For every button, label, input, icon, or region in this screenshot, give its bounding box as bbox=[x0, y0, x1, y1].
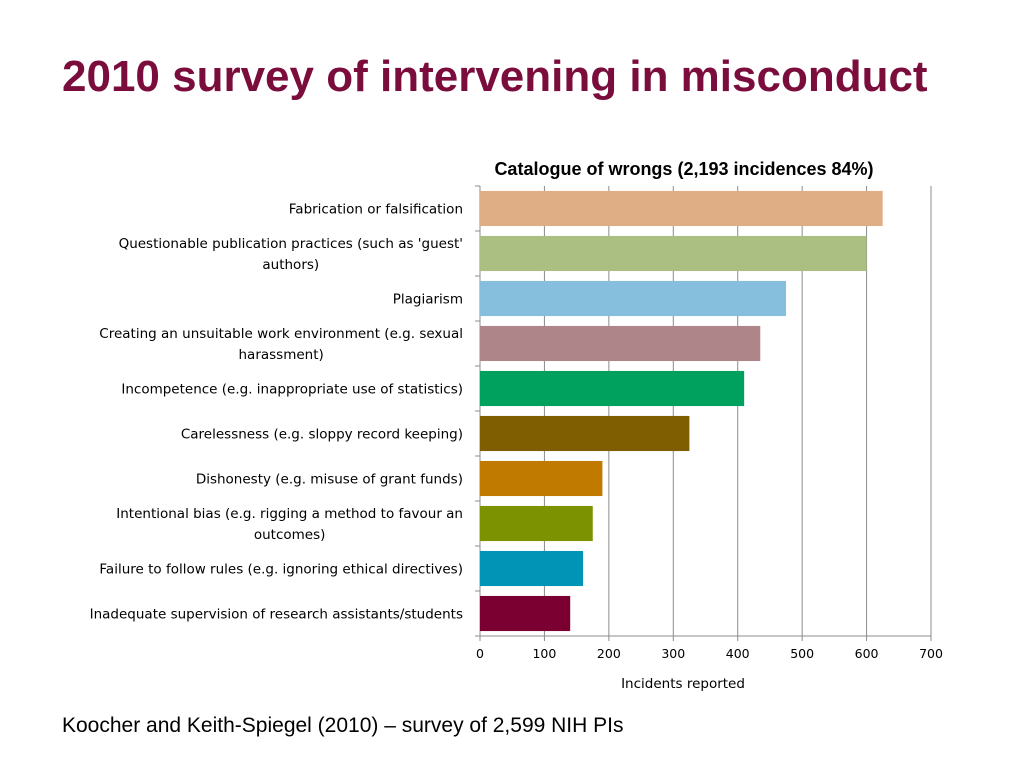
category-label-8: Intentional bias (e.g. rigging a method … bbox=[116, 506, 463, 543]
bar-10 bbox=[480, 595, 571, 632]
x-axis-title: Incidents reported bbox=[621, 676, 745, 692]
category-label-2: Questionable publication practices (such… bbox=[119, 236, 463, 273]
category-label-4: Creating an unsuitable work environment … bbox=[99, 326, 463, 363]
bar-3 bbox=[480, 280, 787, 317]
bar-5 bbox=[480, 370, 745, 407]
category-label-1: Fabrication or falsification bbox=[289, 202, 463, 218]
x-tick-label-500: 500 bbox=[790, 646, 814, 661]
bar-4 bbox=[480, 325, 761, 362]
footer-citation: Koocher and Keith-Spiegel (2010) – surve… bbox=[62, 714, 624, 737]
bar-7 bbox=[480, 460, 603, 497]
bar-2 bbox=[480, 235, 867, 272]
chart-title: Catalogue of wrongs (2,193 incidences 84… bbox=[494, 159, 873, 179]
category-label-5: Incompetence (e.g. inappropriate use of … bbox=[121, 382, 463, 398]
bar-9 bbox=[480, 550, 584, 587]
category-label-7: Dishonesty (e.g. misuse of grant funds) bbox=[196, 472, 463, 488]
category-label-10: Inadequate supervision of research assis… bbox=[90, 607, 463, 623]
x-tick-label-100: 100 bbox=[532, 646, 556, 661]
bar-8 bbox=[480, 505, 593, 542]
bar-6 bbox=[480, 415, 690, 452]
x-tick-label-200: 200 bbox=[597, 646, 621, 661]
category-label-9: Failure to follow rules (e.g. ignoring e… bbox=[99, 562, 463, 578]
category-label-6: Carelessness (e.g. sloppy record keeping… bbox=[181, 427, 463, 443]
x-axis-ticks: 0 100 200 300 400 500 600 700 bbox=[476, 636, 943, 661]
bar-1 bbox=[480, 190, 883, 227]
x-tick-label-0: 0 bbox=[476, 646, 484, 661]
category-labels: Fabrication or falsification Questionable… bbox=[90, 202, 463, 623]
slide-title: 2010 survey of intervening in misconduct bbox=[62, 52, 928, 101]
category-label-3: Plagiarism bbox=[393, 292, 463, 308]
x-tick-label-400: 400 bbox=[726, 646, 750, 661]
x-tick-label-600: 600 bbox=[855, 646, 879, 661]
x-tick-label-700: 700 bbox=[919, 646, 943, 661]
bars bbox=[480, 190, 883, 632]
x-tick-label-300: 300 bbox=[661, 646, 685, 661]
